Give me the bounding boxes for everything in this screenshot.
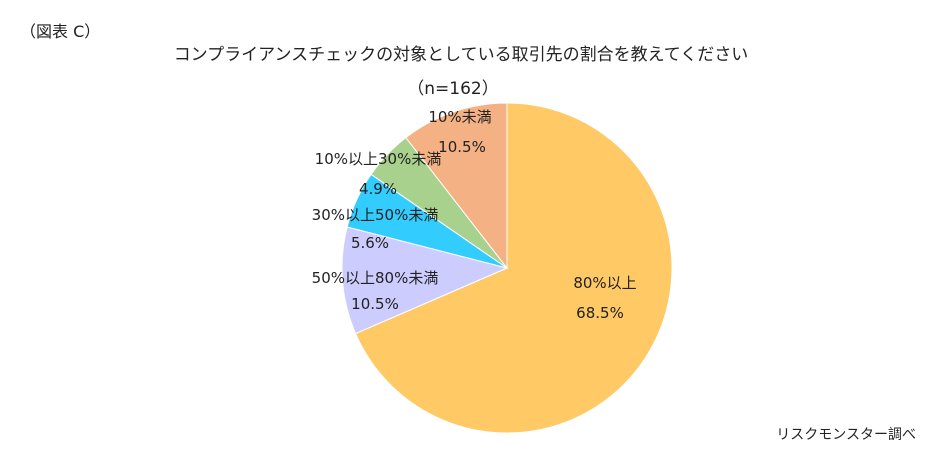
slice-name-label: 30%以上50%未満	[312, 206, 439, 224]
pie-slice	[354, 102, 673, 434]
slice-name-label: 10%以上30%未満	[315, 150, 442, 168]
figure-label: （図表 C）	[20, 22, 101, 41]
source-note: リスクモンスター調べ	[776, 427, 916, 443]
pie-slice	[405, 102, 508, 270]
pie-slice	[341, 226, 509, 335]
slice-name-label: 10%未満	[428, 108, 491, 126]
slice-value-label: 4.9%	[359, 180, 397, 198]
slice-value-label: 5.6%	[351, 234, 389, 252]
slice-value-label: 10.5%	[438, 138, 486, 156]
slice-name-label: 50%以上80%未満	[312, 269, 439, 287]
slice-name-label: 80%以上	[573, 274, 636, 292]
slice-value-label: 68.5%	[576, 304, 624, 322]
slice-value-label: 10.5%	[351, 295, 399, 313]
chart-title: コンプライアンスチェックの対象としている取引先の割合を教えてください	[173, 45, 749, 65]
chart-subtitle: （n=162）	[407, 79, 499, 99]
